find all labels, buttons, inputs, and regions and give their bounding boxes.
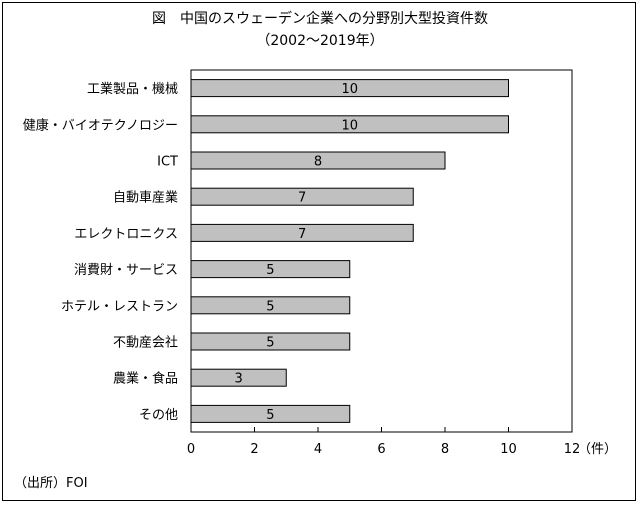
x-axis-ticks: 0 2 4 6 8 10 12: [187, 427, 580, 457]
x-tick-label-3: 6: [377, 442, 385, 457]
data-label-1: 10: [341, 118, 358, 133]
chart-title: 図 中国のスウェーデン企業への分野別大型投資件数: [152, 11, 488, 27]
x-tick-label-6: 12: [564, 442, 581, 457]
bar-2: [190, 151, 446, 170]
category-label-1: 健康・バイオテクノロジー: [23, 117, 178, 133]
chart-subtitle: （2002～2019年）: [256, 33, 384, 49]
category-label-0: 工業製品・機械: [87, 81, 178, 97]
bar-0: [190, 79, 509, 98]
bar-7: [190, 332, 351, 351]
bar-8: [190, 368, 287, 387]
x-tick-label-0: 0: [187, 442, 195, 457]
data-label-7: 5: [266, 336, 274, 351]
data-label-3: 7: [298, 191, 306, 206]
category-label-7: 不動産会社: [113, 335, 178, 351]
category-label-4: エレクトロニクス: [74, 227, 178, 242]
category-label-8: 農業・食品: [113, 371, 178, 387]
data-label-4: 7: [298, 227, 306, 242]
bar-3: [190, 187, 414, 206]
bars-group: 10 10 8 7 7 5 5 5 3 5: [190, 79, 509, 423]
data-label-8: 3: [234, 372, 242, 387]
bar-6: [190, 296, 351, 315]
x-tick-label-1: 2: [250, 442, 258, 457]
data-label-6: 5: [266, 299, 274, 314]
bar-4: [190, 223, 414, 242]
data-label-5: 5: [266, 263, 274, 278]
category-label-5: 消費財・サービス: [74, 263, 178, 278]
source-note: （出所）FOI: [14, 476, 88, 491]
bar-1: [190, 115, 509, 134]
category-label-2: ICT: [157, 155, 178, 170]
category-label-9: その他: [139, 408, 178, 423]
category-label-6: ホテル・レストラン: [61, 299, 178, 314]
x-tick-label-4: 8: [441, 442, 449, 457]
bar-9: [190, 404, 351, 423]
category-label-3: 自動車産業: [113, 190, 178, 206]
x-unit-label: （件）: [578, 442, 617, 457]
data-label-0: 10: [341, 82, 358, 97]
x-tick-label-5: 10: [500, 442, 517, 457]
data-label-9: 5: [266, 408, 274, 423]
data-label-2: 8: [314, 155, 322, 170]
bar-5: [190, 260, 351, 279]
x-tick-label-2: 4: [314, 442, 322, 457]
